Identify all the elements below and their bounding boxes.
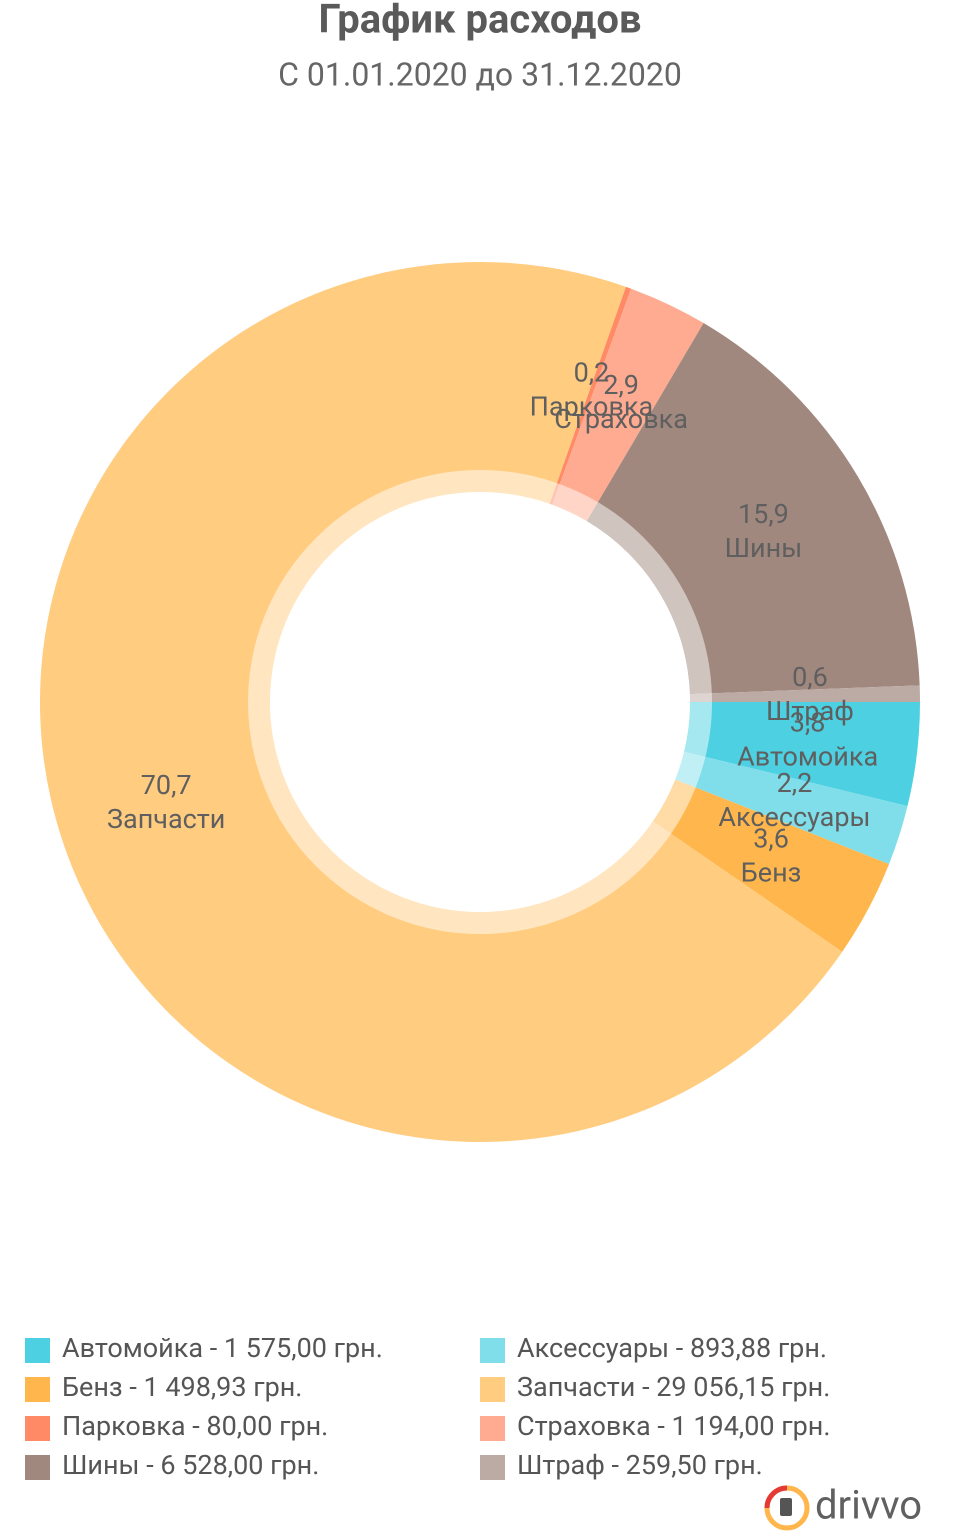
slice-name: Автомойка [737, 740, 878, 772]
legend-swatch [480, 1338, 505, 1363]
legend-swatch [25, 1416, 50, 1441]
legend-label: Аксессуары - 893,88 грн. [517, 1332, 827, 1364]
legend-swatch [25, 1455, 50, 1480]
slice-value: 70,7 [141, 769, 192, 801]
slice-name: Страховка [554, 403, 688, 435]
slice-value: 0,6 [792, 661, 828, 693]
legend-label: Страховка - 1 194,00 грн. [517, 1410, 830, 1442]
chart-title: График расходов [318, 0, 641, 43]
legend-swatch [25, 1338, 50, 1363]
chart-subtitle: С 01.01.2020 до 31.12.2020 [278, 55, 682, 93]
slice [549, 286, 632, 505]
slice-name: Аксессуары [718, 801, 870, 833]
legend-swatch [480, 1455, 505, 1480]
legend-swatch [25, 1377, 50, 1402]
brand-name: drivvo [815, 1482, 922, 1529]
slice-name: Шины [725, 532, 803, 564]
legend-label: Автомойка - 1 575,00 грн. [62, 1332, 383, 1364]
slice-name: Бенз [741, 857, 802, 889]
brand-logo: drivvo [764, 1482, 922, 1531]
slice-name: Штраф [766, 695, 854, 727]
slice [689, 685, 920, 702]
slice-value: 15,9 [738, 498, 789, 530]
legend-label: Бенз - 1 498,93 грн. [62, 1371, 302, 1403]
legend-swatch [480, 1377, 505, 1402]
legend-label: Парковка - 80,00 грн. [62, 1410, 328, 1442]
slice-name: Парковка [530, 390, 654, 422]
slice [684, 702, 920, 807]
slice-value: 2,2 [777, 767, 813, 799]
inner-ring [248, 470, 712, 934]
legend: Автомойка - 1 575,00 грн. Аксессуары - 89… [25, 1332, 830, 1481]
slice-value: 0,2 [574, 356, 610, 388]
logo-pump [780, 1498, 792, 1516]
slice [39, 262, 843, 1142]
legend-swatch [480, 1416, 505, 1441]
logo-accent [764, 1485, 788, 1509]
donut [39, 262, 920, 1142]
slice [552, 288, 704, 522]
legend-label: Штраф - 259,50 грн. [517, 1449, 763, 1481]
slice [652, 779, 890, 952]
slice-value: 3,8 [790, 706, 826, 738]
slice-value: 2,9 [603, 369, 639, 401]
hole [270, 492, 690, 912]
slice [675, 751, 908, 865]
legend-label: Шины - 6 528,00 грн. [62, 1449, 319, 1481]
legend-label: Запчасти - 29 056,15 грн. [517, 1371, 830, 1403]
slice-name: Запчасти [107, 803, 225, 835]
slice-value: 3,6 [753, 823, 789, 855]
